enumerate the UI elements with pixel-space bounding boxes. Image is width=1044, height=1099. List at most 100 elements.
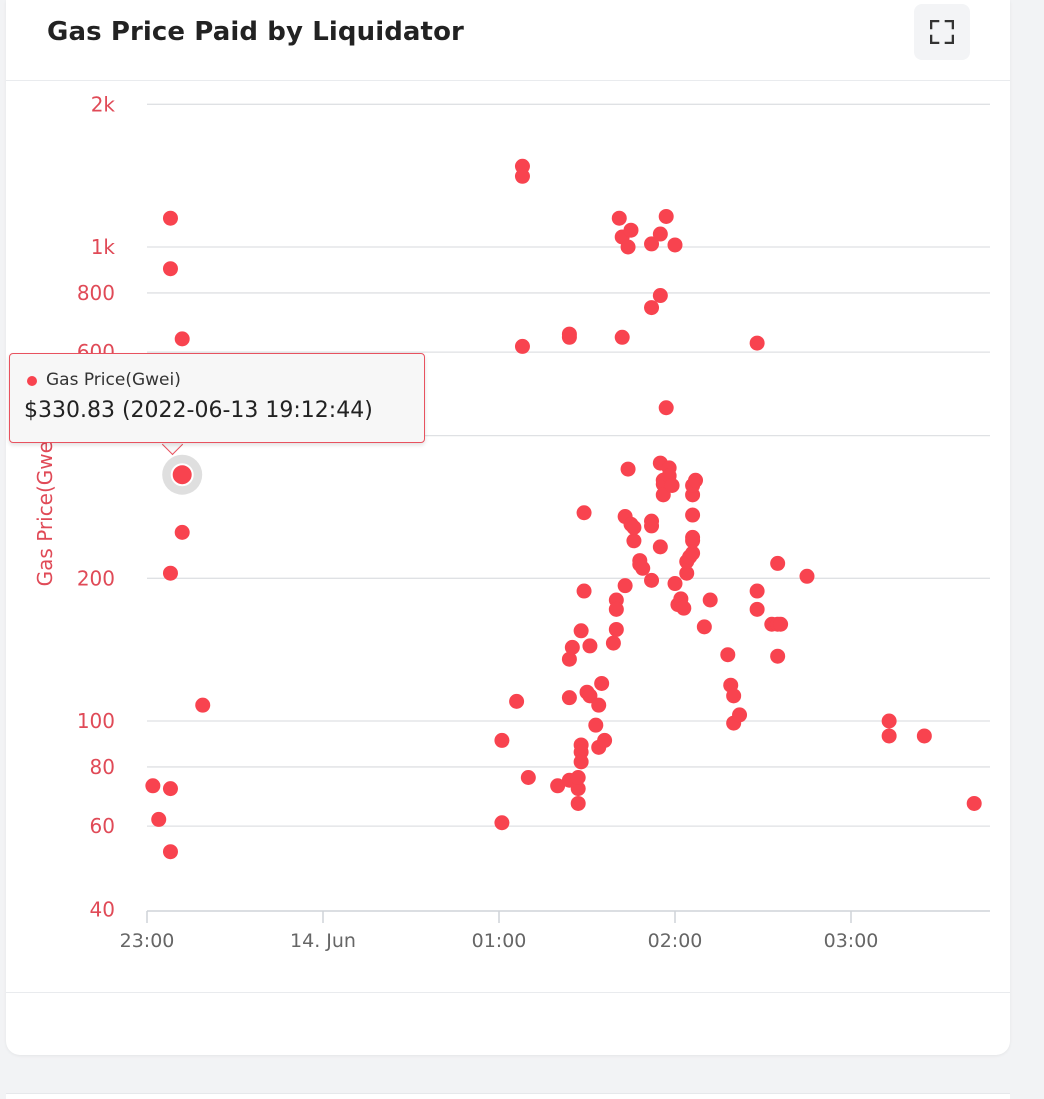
card-header: Gas Price Paid by Liquidator xyxy=(6,0,1010,81)
data-point[interactable] xyxy=(799,568,815,584)
x-tick-label: 02:00 xyxy=(648,930,703,952)
data-point[interactable] xyxy=(582,638,598,654)
y-axis-label: Gas Price(Gwei) xyxy=(33,428,57,587)
chart-tooltip: Gas Price(Gwei) $330.83 (2022-06-13 19:1… xyxy=(9,353,425,443)
data-point[interactable] xyxy=(195,697,211,713)
data-point[interactable] xyxy=(626,533,642,549)
data-point[interactable] xyxy=(644,300,660,316)
data-point[interactable] xyxy=(570,781,586,797)
data-point[interactable] xyxy=(966,795,982,811)
data-point[interactable] xyxy=(702,592,718,608)
data-point[interactable] xyxy=(611,210,627,226)
data-point[interactable] xyxy=(174,524,190,540)
data-point[interactable] xyxy=(688,472,704,488)
data-point[interactable] xyxy=(685,529,701,545)
data-point[interactable] xyxy=(561,651,577,667)
data-point[interactable] xyxy=(145,778,161,794)
data-point[interactable] xyxy=(608,601,624,617)
data-point[interactable] xyxy=(514,338,530,354)
data-point[interactable] xyxy=(770,648,786,664)
data-point[interactable] xyxy=(685,507,701,523)
data-point[interactable] xyxy=(174,331,190,347)
data-point[interactable] xyxy=(626,519,642,535)
y-tick-label: 40 xyxy=(90,898,115,922)
data-point-highlighted[interactable] xyxy=(170,463,194,487)
series-marker-icon xyxy=(27,376,37,386)
data-point[interactable] xyxy=(561,326,577,342)
data-point[interactable] xyxy=(582,688,598,704)
data-point[interactable] xyxy=(162,565,178,581)
data-point[interactable] xyxy=(770,555,786,571)
x-tick-label: 03:00 xyxy=(824,930,879,952)
data-point[interactable] xyxy=(652,226,668,242)
tooltip-series-name: Gas Price(Gwei) xyxy=(46,370,181,390)
data-point[interactable] xyxy=(614,329,630,345)
data-point[interactable] xyxy=(664,477,680,493)
data-point[interactable] xyxy=(720,647,736,663)
data-point[interactable] xyxy=(162,261,178,277)
data-point[interactable] xyxy=(573,754,589,770)
data-point[interactable] xyxy=(608,621,624,637)
data-point[interactable] xyxy=(576,583,592,599)
grid-lines xyxy=(147,103,990,827)
data-point[interactable] xyxy=(623,222,639,238)
data-point[interactable] xyxy=(617,578,633,594)
data-point[interactable] xyxy=(655,487,671,503)
data-point[interactable] xyxy=(732,707,748,723)
data-point[interactable] xyxy=(685,545,701,561)
data-point[interactable] xyxy=(162,781,178,797)
data-point[interactable] xyxy=(652,539,668,555)
data-point[interactable] xyxy=(696,619,712,635)
data-point[interactable] xyxy=(576,505,592,521)
data-point[interactable] xyxy=(916,728,932,744)
data-point[interactable] xyxy=(570,769,586,785)
data-point[interactable] xyxy=(597,732,613,748)
data-point[interactable] xyxy=(573,623,589,639)
data-point[interactable] xyxy=(679,565,695,581)
data-point[interactable] xyxy=(509,693,525,709)
data-point[interactable] xyxy=(591,697,607,713)
data-point[interactable] xyxy=(726,688,742,704)
data-point[interactable] xyxy=(658,208,674,224)
data-point[interactable] xyxy=(644,518,660,534)
data-point[interactable] xyxy=(635,560,651,576)
data-point[interactable] xyxy=(588,717,604,733)
data-point[interactable] xyxy=(620,239,636,255)
data-point[interactable] xyxy=(749,335,765,351)
data-point[interactable] xyxy=(644,236,660,252)
chart-card: Gas Price Paid by Liquidator xyxy=(6,0,1010,1055)
x-tick-label: 14. Jun xyxy=(290,930,356,952)
y-tick-label: 800 xyxy=(77,281,115,305)
data-point[interactable] xyxy=(676,600,692,616)
data-point[interactable] xyxy=(520,769,536,785)
data-point[interactable] xyxy=(594,675,610,691)
data-point[interactable] xyxy=(162,210,178,226)
data-point[interactable] xyxy=(667,237,683,253)
y-tick-label: 100 xyxy=(77,709,115,733)
data-point[interactable] xyxy=(564,639,580,655)
data-point[interactable] xyxy=(620,461,636,477)
data-point[interactable] xyxy=(749,583,765,599)
data-point[interactable] xyxy=(881,728,897,744)
data-point[interactable] xyxy=(644,572,660,588)
data-points xyxy=(145,158,982,860)
data-point[interactable] xyxy=(667,576,683,592)
data-point[interactable] xyxy=(494,815,510,831)
data-point[interactable] xyxy=(550,778,566,794)
data-point[interactable] xyxy=(570,795,586,811)
data-point[interactable] xyxy=(162,844,178,860)
fullscreen-button[interactable] xyxy=(914,4,970,60)
data-point[interactable] xyxy=(881,713,897,729)
data-point[interactable] xyxy=(494,732,510,748)
data-point[interactable] xyxy=(561,690,577,706)
data-point[interactable] xyxy=(658,400,674,416)
expand-icon xyxy=(930,20,954,44)
data-point[interactable] xyxy=(605,635,621,651)
data-point[interactable] xyxy=(652,288,668,304)
data-point[interactable] xyxy=(773,616,789,632)
data-point[interactable] xyxy=(749,601,765,617)
data-point[interactable] xyxy=(514,168,530,184)
data-point[interactable] xyxy=(151,811,167,827)
